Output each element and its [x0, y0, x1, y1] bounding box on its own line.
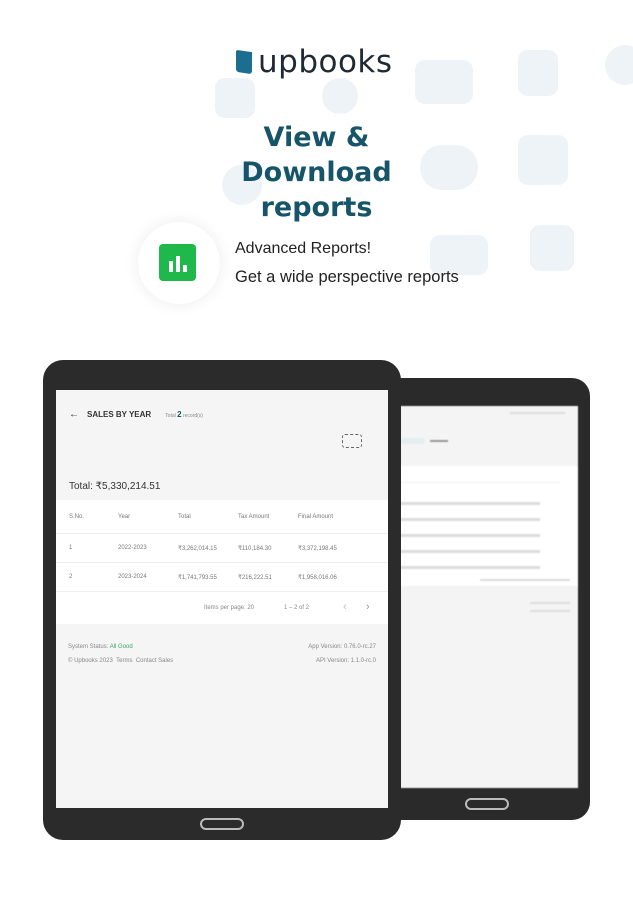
background-icon: [518, 135, 568, 185]
records-count: Total 2 record(s): [165, 410, 203, 419]
column-header: Total: [178, 513, 191, 520]
column-header: Year: [118, 513, 131, 520]
table-header: S.No. Year Total Tax Amount Final Amount: [56, 500, 388, 534]
background-icon: [215, 78, 255, 118]
feature-title: Advanced Reports!: [235, 240, 372, 257]
home-button: [464, 798, 509, 810]
cell: ₹3,372,198.45: [298, 545, 337, 552]
contact-sales-link[interactable]: Contact Sales: [135, 658, 174, 664]
column-header: S.No.: [69, 513, 85, 520]
background-icon: [518, 50, 558, 96]
cell: 2023-2024: [118, 574, 147, 580]
headline: View & Download reports: [241, 122, 392, 223]
column-header: Final Amount: [298, 513, 334, 520]
background-icon: [420, 145, 478, 190]
tablet-back-screen: [400, 406, 578, 788]
cell: 2022-2023: [118, 545, 147, 551]
items-per-page[interactable]: Items per page: 20: [204, 605, 255, 611]
background-icon: [530, 225, 574, 271]
tablet-screen: ← SALES BY YEAR Total 2 record(s) Total:…: [56, 390, 388, 808]
book-icon: [236, 49, 252, 75]
app-version: App Version: 0.76.0-rc.27: [308, 644, 376, 650]
table-row[interactable]: 1 2022-2023 ₹3,262,014.15 ₹110,184.30 ₹3,372…: [56, 534, 388, 563]
footer-links: © Upbooks 2023 Terms Contact Sales: [68, 658, 174, 664]
cell: ₹3,262,014.15: [178, 545, 217, 552]
background-icon: [322, 78, 358, 114]
cell: ₹110,184.30: [238, 545, 272, 552]
download-icon[interactable]: [342, 434, 362, 448]
column-header: Tax Amount: [238, 513, 270, 520]
cell: ₹1,741,793.55: [178, 574, 217, 581]
feature-subtitle: Get a wide perspective reports: [235, 268, 459, 286]
sales-table: S.No. Year Total Tax Amount Final Amount 1 20…: [56, 500, 388, 624]
terms-link[interactable]: Terms: [116, 658, 133, 664]
bar-chart-icon: [159, 244, 196, 281]
background-icon: [222, 165, 262, 205]
tablet-back: [383, 378, 590, 820]
upbooks-logo: upbooks: [236, 44, 393, 80]
cell: ₹1,958,016.06: [298, 574, 337, 581]
cell: ₹216,222.51: [238, 574, 272, 581]
home-button: [200, 818, 244, 830]
prev-page-icon[interactable]: ‹: [343, 601, 347, 613]
background-icon: [415, 60, 473, 104]
brand-name: upbooks: [258, 44, 393, 80]
background-icon: [605, 45, 633, 85]
report-title: SALES BY YEAR: [87, 410, 152, 419]
paginator: Items per page: 20 1 – 2 of 2 ‹ ›: [56, 592, 388, 624]
next-page-icon[interactable]: ›: [366, 601, 370, 613]
tablet-front: ← SALES BY YEAR Total 2 record(s) Total:…: [43, 360, 401, 840]
system-status: System Status: All Good: [68, 644, 133, 650]
background-icon: [430, 235, 488, 275]
cell: 2: [69, 574, 73, 580]
table-row[interactable]: 2 2023-2024 ₹1,741,793.55 ₹216,222.51 ₹1,958…: [56, 563, 388, 592]
api-version: API Version: 1.1.0-rc.0: [315, 658, 376, 664]
page-range: 1 – 2 of 2: [284, 605, 310, 611]
back-arrow-icon[interactable]: ←: [69, 409, 79, 420]
grand-total: Total: ₹5,330,214.51: [69, 481, 161, 492]
cell: 1: [69, 545, 73, 551]
